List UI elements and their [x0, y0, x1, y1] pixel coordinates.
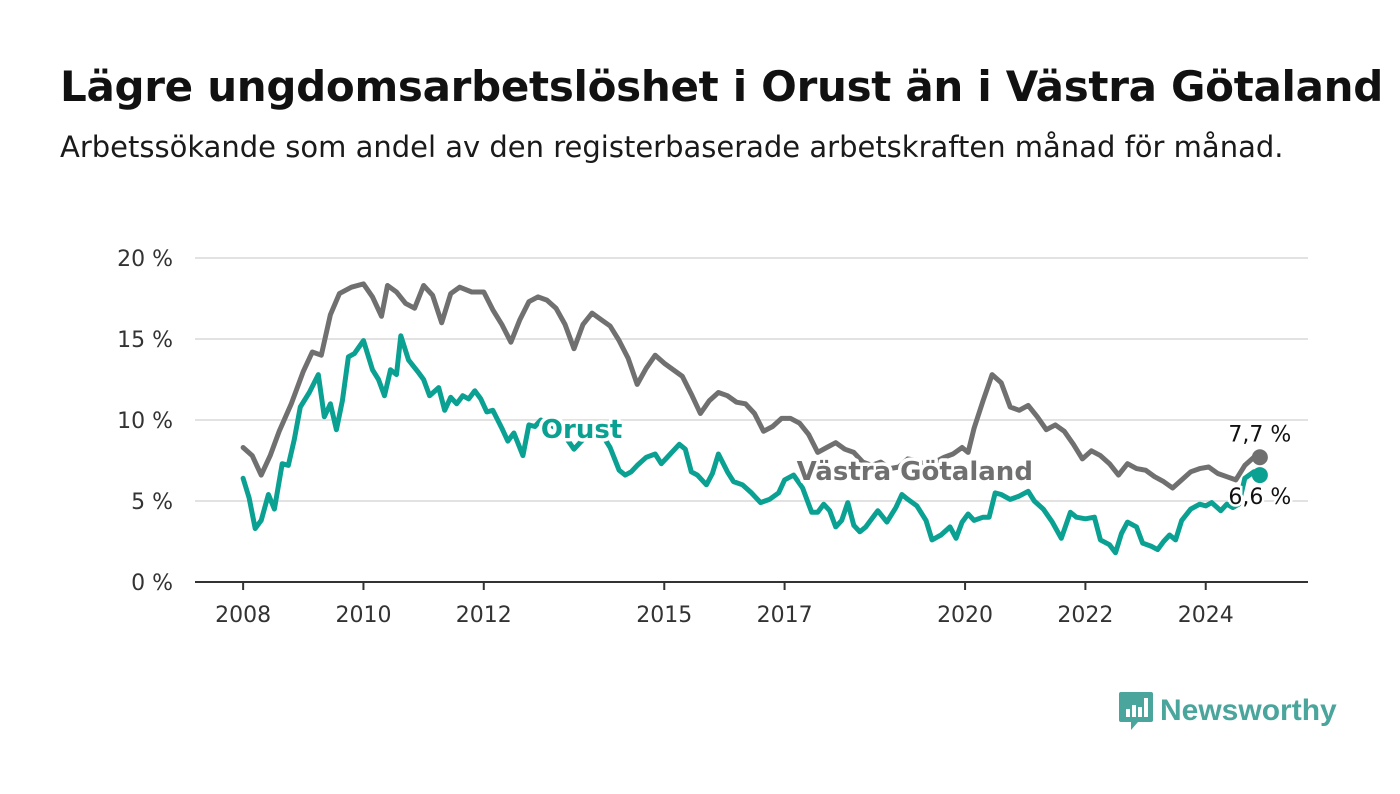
- series-end-point: [1251, 449, 1268, 466]
- x-tick-label: 2010: [335, 603, 391, 628]
- chart-subtitle: Arbetssökande som andel av den registerb…: [60, 130, 1284, 164]
- series-end-value-label: 7,7 %: [1228, 422, 1291, 447]
- y-axis-tick-labels: 0 % 5 % 10 % 15 % 20 %: [117, 247, 173, 596]
- x-tick-label: 2020: [937, 603, 993, 628]
- x-axis-tick-labels: 2008 2010 2012 2015 2017 2020 2022 2024: [215, 582, 1234, 628]
- y-tick-label: 20 %: [117, 247, 173, 272]
- newsworthy-logo[interactable]: Newsworthy: [1118, 690, 1337, 732]
- series-line-vastra-gotaland: [240, 281, 1263, 491]
- chart-title: Lägre ungdomsarbetslöshet i Orust än i V…: [60, 62, 1384, 111]
- series-name-label: Orust: [541, 415, 622, 445]
- gridlines: [195, 257, 1308, 583]
- brand-name: Newsworthy: [1160, 694, 1337, 727]
- series-end-value-label: 6,6 %: [1228, 485, 1291, 510]
- x-tick-label: 2012: [456, 603, 512, 628]
- series-end-point: [1251, 467, 1268, 484]
- series-line-orust: [240, 333, 1263, 556]
- bar-chart-speech-bubble-icon: [1119, 692, 1153, 730]
- x-tick-label: 2008: [215, 603, 271, 628]
- series-lines: [240, 281, 1268, 556]
- y-tick-label: 10 %: [117, 409, 173, 434]
- x-tick-label: 2017: [757, 603, 813, 628]
- series-name-label: Västra Götaland: [797, 457, 1033, 487]
- y-tick-label: 0 %: [131, 571, 173, 596]
- y-tick-label: 5 %: [131, 490, 173, 515]
- x-tick-label: 2022: [1057, 603, 1113, 628]
- x-tick-label: 2015: [636, 603, 692, 628]
- y-tick-label: 15 %: [117, 328, 173, 353]
- series-labels: 7,7 % 6,6 % Västra Götaland Orust: [537, 412, 1293, 513]
- x-tick-label: 2024: [1178, 603, 1234, 628]
